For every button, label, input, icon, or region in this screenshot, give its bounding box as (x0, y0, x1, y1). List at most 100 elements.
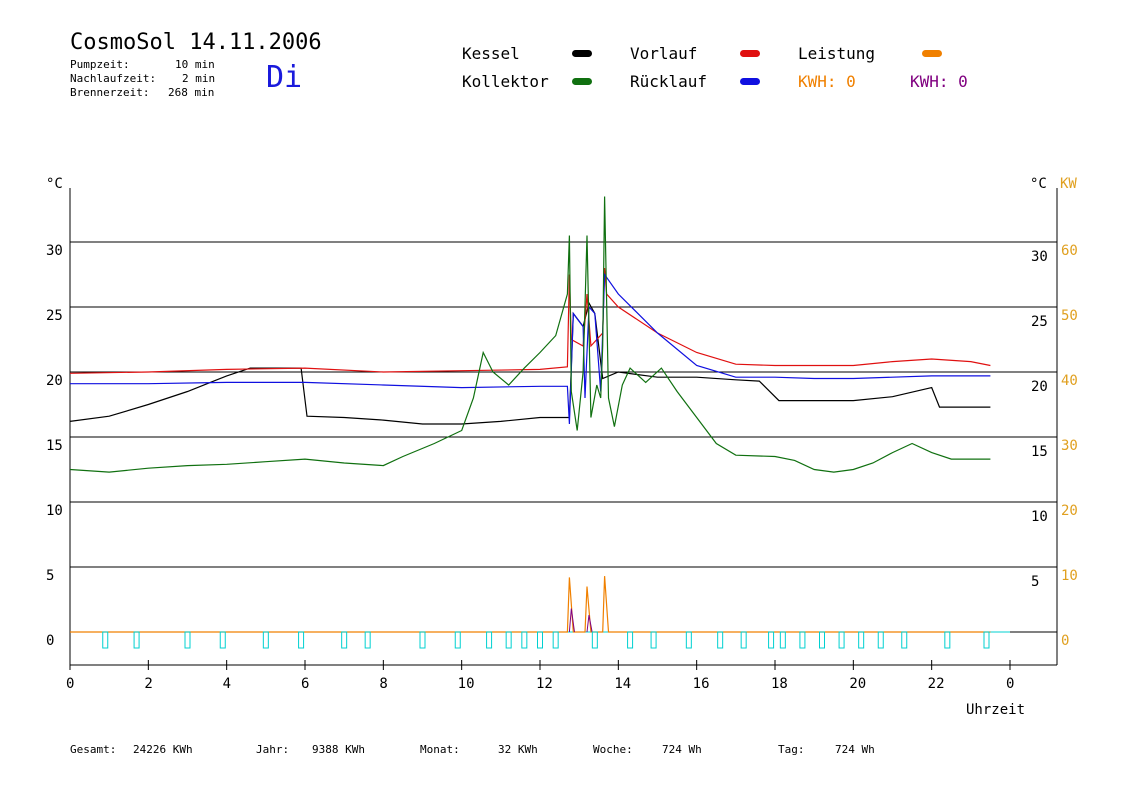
y-right-unit-kw: KW (1060, 176, 1077, 192)
kwh-purple: KWH: 0 (910, 72, 968, 91)
x-tick-10: 20 (849, 676, 866, 692)
pump-marker-28 (901, 631, 908, 649)
y-right-tick-kw-30: 30 (1061, 438, 1078, 454)
nachlaufzeit-value: 2 min (182, 72, 216, 85)
x-tick-11: 22 (928, 676, 945, 692)
x-tick-3: 6 (301, 676, 309, 692)
legend-ruecklauf-swatch (740, 78, 760, 85)
y-left-tick-30: 30 (46, 243, 63, 259)
legend-leistung-label: Leistung (798, 44, 876, 63)
purple-spike-1 (586, 615, 593, 633)
y-left-tick-15: 15 (46, 438, 63, 454)
y-left-tick-25: 25 (46, 308, 63, 324)
footer-gesamt-value: 24226 KWh (133, 743, 193, 756)
pump-marker-1 (133, 631, 140, 649)
footer-woche-label: Woche: (593, 743, 633, 756)
grid-lines (70, 241, 1057, 633)
y-right-unit-c: °C (1030, 176, 1047, 192)
pump-marker-20 (740, 631, 747, 649)
x-tick-5: 10 (458, 676, 475, 692)
footer-monat-value: 32 KWh (498, 743, 538, 756)
legend-kollektor-label: Kollektor (462, 72, 549, 91)
series-ruecklauf (70, 272, 991, 425)
pump-marker-5 (298, 631, 305, 649)
y-right-tick-c-15: 15 (1031, 444, 1048, 460)
legend-kessel-label: Kessel (462, 44, 520, 63)
axis-labels: 0 5 10 15 20 25 30 5 10 15 20 25 30 0 10 20 30 40 50 60 0 2 4 6… (46, 243, 1078, 692)
x-tick-6: 12 (536, 676, 553, 692)
pump-marker-3 (219, 631, 226, 649)
pump-marker-10 (486, 631, 493, 649)
pump-marker-15 (591, 631, 598, 649)
series-kessel (69, 301, 991, 425)
footer-jahr-value: 9388 KWh (312, 743, 365, 756)
x-tick-8: 16 (693, 676, 710, 692)
weekday-label: Di (266, 60, 303, 95)
pump-marker-13 (537, 631, 543, 649)
pump-marker-0 (102, 631, 109, 649)
pump-marker-25 (838, 631, 845, 649)
pump-marker-11 (505, 631, 512, 649)
pump-marker-14 (552, 631, 559, 649)
pump-marker-29 (944, 631, 951, 649)
pump-marker-4 (262, 631, 269, 649)
y-right-tick-kw-0: 0 (1061, 633, 1069, 649)
y-right-tick-kw-10: 10 (1061, 568, 1078, 584)
y-right-tick-c-25: 25 (1031, 314, 1048, 330)
footer-tag-label: Tag: (778, 743, 805, 756)
y-right-tick-c-30: 30 (1031, 249, 1048, 265)
pump-marker-12 (521, 631, 528, 649)
pump-marker-27 (877, 631, 884, 649)
y-right-tick-kw-20: 20 (1061, 503, 1078, 519)
y-left-unit: °C (46, 176, 63, 192)
pump-marker-19 (717, 631, 724, 649)
legend-kollektor-swatch (572, 78, 592, 85)
pump-marker-9 (454, 631, 461, 649)
legend-vorlauf-label: Vorlauf (630, 44, 698, 63)
y-left-tick-5: 5 (46, 568, 54, 584)
footer-monat-label: Monat: (420, 743, 460, 756)
x-tick-4: 8 (379, 676, 387, 692)
x-tick-1: 2 (144, 676, 152, 692)
purple-spike-0 (568, 608, 575, 633)
chart-title: CosmoSol 14.11.2006 (70, 30, 322, 55)
y-right-tick-kw-40: 40 (1061, 373, 1078, 389)
brennerzeit-label: Brennerzeit: (70, 86, 150, 99)
pumpzeit-value: 10 min (175, 58, 215, 71)
x-tick-0: 0 (66, 676, 74, 692)
pump-marker-22 (779, 631, 786, 649)
x-tick-12: 0 (1006, 676, 1014, 692)
x-tick-7: 14 (614, 676, 631, 692)
y-right-tick-kw-50: 50 (1061, 308, 1078, 324)
pump-marker-8 (419, 631, 426, 649)
y-right-tick-c-5: 5 (1031, 574, 1039, 590)
pumpzeit-label: Pumpzeit: (70, 58, 130, 71)
y-left-tick-20: 20 (46, 373, 63, 389)
x-tick-2: 4 (223, 676, 231, 692)
pump-markers (102, 631, 990, 649)
pump-marker-6 (341, 631, 348, 649)
legend-ruecklauf-label: Rücklauf (630, 72, 708, 91)
axes (69, 188, 1058, 666)
footer-tag-value: 724 Wh (835, 743, 875, 756)
pump-marker-26 (858, 631, 865, 649)
pump-marker-23 (799, 631, 806, 649)
pump-marker-7 (364, 631, 371, 649)
x-tick-9: 18 (771, 676, 788, 692)
pump-marker-21 (768, 631, 775, 649)
pump-marker-24 (819, 631, 825, 649)
footer-gesamt-label: Gesamt: (70, 743, 117, 756)
pump-marker-30 (983, 631, 990, 649)
x-axis-label: Uhrzeit (966, 702, 1025, 718)
kwh-orange: KWH: 0 (798, 72, 856, 91)
y-left-tick-10: 10 (46, 503, 63, 519)
legend-leistung-swatch (922, 50, 942, 57)
y-right-tick-c-20: 20 (1031, 379, 1048, 395)
pump-marker-16 (627, 631, 634, 649)
y-right-tick-kw-60: 60 (1061, 243, 1078, 259)
footer-jahr-label: Jahr: (256, 743, 290, 756)
pump-marker-18 (685, 631, 692, 649)
nachlaufzeit-label: Nachlaufzeit: (70, 72, 157, 85)
pump-marker-2 (184, 631, 191, 649)
